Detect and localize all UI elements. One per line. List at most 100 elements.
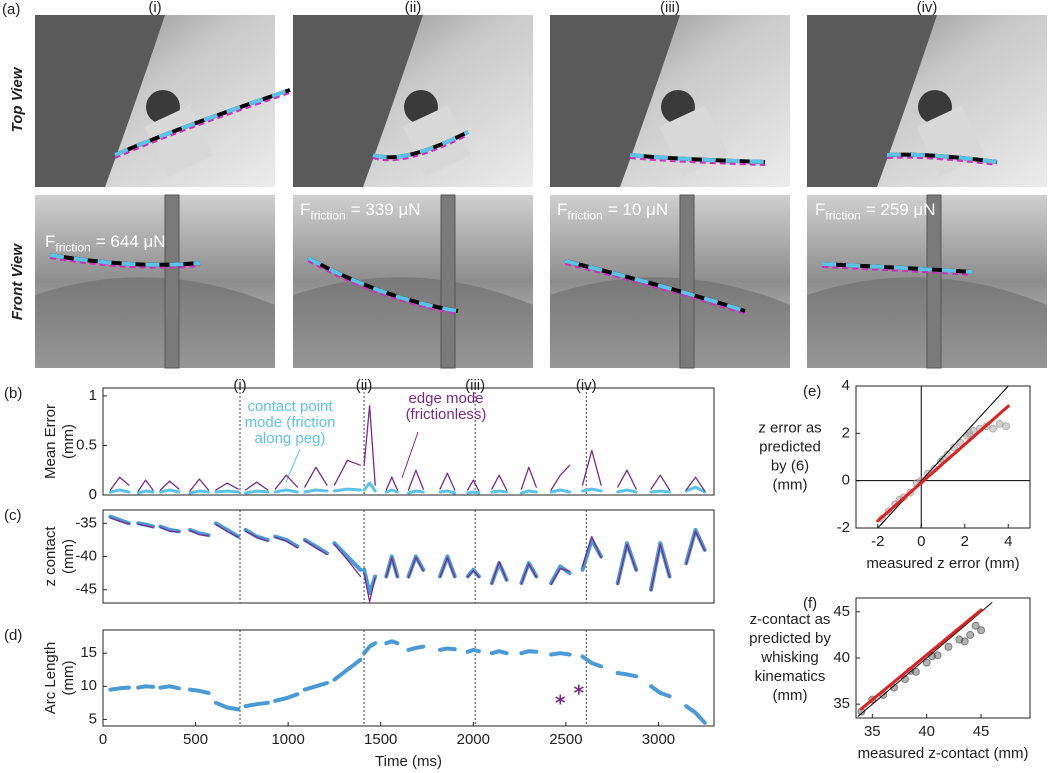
y-tick-label: 4 bbox=[842, 377, 850, 394]
panel-label: (b) bbox=[4, 385, 22, 402]
scatter-point bbox=[995, 419, 1004, 428]
whisker-trace bbox=[564, 263, 746, 315]
scatter-point bbox=[922, 658, 931, 667]
y-axis-label: z error as bbox=[758, 419, 821, 436]
whisker-trace bbox=[821, 266, 973, 276]
scatter-point bbox=[989, 424, 998, 433]
y-tick-label: 0 bbox=[842, 472, 850, 489]
whisker-trace bbox=[564, 259, 746, 313]
row-label: Top View bbox=[9, 66, 26, 132]
whisker-trace bbox=[307, 260, 459, 315]
x-tick-label: 0 bbox=[99, 731, 107, 748]
y-tick-label: -2 bbox=[837, 519, 850, 536]
whisker-trace bbox=[49, 257, 201, 269]
event-label: (ii) bbox=[356, 377, 373, 394]
series-line bbox=[109, 405, 706, 492]
whisker-trace bbox=[307, 256, 459, 313]
x-tick-label: 2 bbox=[961, 533, 969, 550]
photo-snout bbox=[293, 277, 533, 368]
y-axis-label: (mm) bbox=[60, 539, 77, 574]
series-line bbox=[108, 639, 707, 725]
x-tick-label: 45 bbox=[973, 723, 990, 740]
y-tick-label: -35 bbox=[75, 514, 97, 531]
scatter-point bbox=[971, 621, 980, 630]
axis-box bbox=[102, 629, 715, 727]
y-tick-label: 0 bbox=[89, 486, 97, 503]
y-axis-label: Mean Error bbox=[42, 404, 59, 479]
panel-label: (f) bbox=[803, 595, 817, 612]
whisker-trace bbox=[372, 130, 469, 160]
photo-snout bbox=[550, 277, 790, 368]
whisker-trace bbox=[114, 88, 291, 157]
friction-text: = 644 μN bbox=[95, 232, 166, 251]
scatter-point bbox=[911, 667, 920, 676]
y-tick-label: 2 bbox=[842, 424, 850, 441]
x-tick-label: 2500 bbox=[549, 731, 582, 748]
column-label: (iv) bbox=[917, 0, 938, 16]
y-tick-label: -40 bbox=[75, 547, 97, 564]
friction-label: Ffriction = 10 μN bbox=[557, 200, 668, 222]
series-line bbox=[109, 517, 706, 603]
x-tick-label: 0 bbox=[917, 533, 925, 550]
friction-text: = 259 μN bbox=[865, 200, 936, 219]
y-axis-label: (mm) bbox=[60, 661, 77, 696]
column-label: (ii) bbox=[405, 0, 422, 16]
scatter-point bbox=[949, 443, 958, 452]
whisker-trace bbox=[629, 153, 766, 164]
y-tick-label: 0.5 bbox=[76, 436, 97, 453]
friction-label: Ffriction = 339 μN bbox=[300, 200, 421, 222]
photo-fur bbox=[35, 15, 165, 187]
panel-label: (a) bbox=[2, 1, 20, 18]
scatter-point bbox=[1002, 422, 1011, 431]
friction-text: F bbox=[300, 200, 311, 219]
peg-holder bbox=[402, 105, 472, 177]
peg bbox=[926, 194, 942, 369]
y-axis-label: (mm) bbox=[773, 476, 808, 493]
y-tick-label: -45 bbox=[75, 581, 97, 598]
y-tick-label: 5 bbox=[89, 710, 97, 727]
photo-fur bbox=[807, 15, 937, 187]
series-line bbox=[108, 481, 707, 495]
panel-label: (e) bbox=[803, 383, 821, 400]
friction-text: = 10 μN bbox=[607, 200, 669, 219]
x-axis-label: measured z-contact (mm) bbox=[858, 745, 1029, 762]
scatter-point bbox=[965, 429, 974, 438]
friction-text: friction bbox=[310, 208, 346, 223]
photo-snout bbox=[35, 277, 275, 368]
friction-text: friction bbox=[567, 208, 603, 223]
y-axis-label: whisking bbox=[760, 649, 819, 666]
panel-label: (d) bbox=[4, 627, 22, 644]
y-axis-label: kinematics bbox=[755, 668, 826, 685]
y-axis-label: predicted by bbox=[749, 630, 831, 647]
friction-label: Ffriction = 259 μN bbox=[815, 200, 936, 222]
axis-box bbox=[102, 387, 715, 496]
column-label: (iii) bbox=[660, 0, 680, 16]
friction-text: friction bbox=[55, 240, 91, 255]
event-label: (i) bbox=[233, 377, 246, 394]
x-tick-label: 2000 bbox=[457, 731, 490, 748]
fit-line bbox=[857, 602, 993, 717]
y-axis-label: Arc Length bbox=[42, 642, 59, 715]
x-tick-label: 1500 bbox=[364, 731, 397, 748]
friction-label: Ffriction = 644 μN bbox=[45, 232, 166, 254]
whisker-trace bbox=[372, 134, 469, 162]
x-tick-label: 1000 bbox=[271, 731, 304, 748]
row-label: Front View bbox=[9, 243, 26, 320]
fit-line bbox=[859, 608, 983, 711]
series-line bbox=[108, 514, 707, 595]
whisker-trace bbox=[886, 152, 998, 164]
y-axis-label: (mm) bbox=[60, 424, 77, 459]
x-axis-label: measured z error (mm) bbox=[866, 555, 1019, 572]
photo-fur bbox=[550, 15, 680, 187]
y-tick-label: 40 bbox=[833, 649, 850, 666]
asterisk-marker bbox=[555, 694, 566, 705]
event-label: (iii) bbox=[465, 377, 485, 394]
y-tick-label: 45 bbox=[833, 603, 850, 620]
legend-leader bbox=[401, 431, 419, 479]
x-tick-label: 40 bbox=[918, 723, 935, 740]
column-label: (i) bbox=[148, 0, 161, 16]
friction-text: = 339 μN bbox=[350, 200, 421, 219]
y-tick-label: 35 bbox=[833, 695, 850, 712]
x-tick-label: 4 bbox=[1004, 533, 1012, 550]
